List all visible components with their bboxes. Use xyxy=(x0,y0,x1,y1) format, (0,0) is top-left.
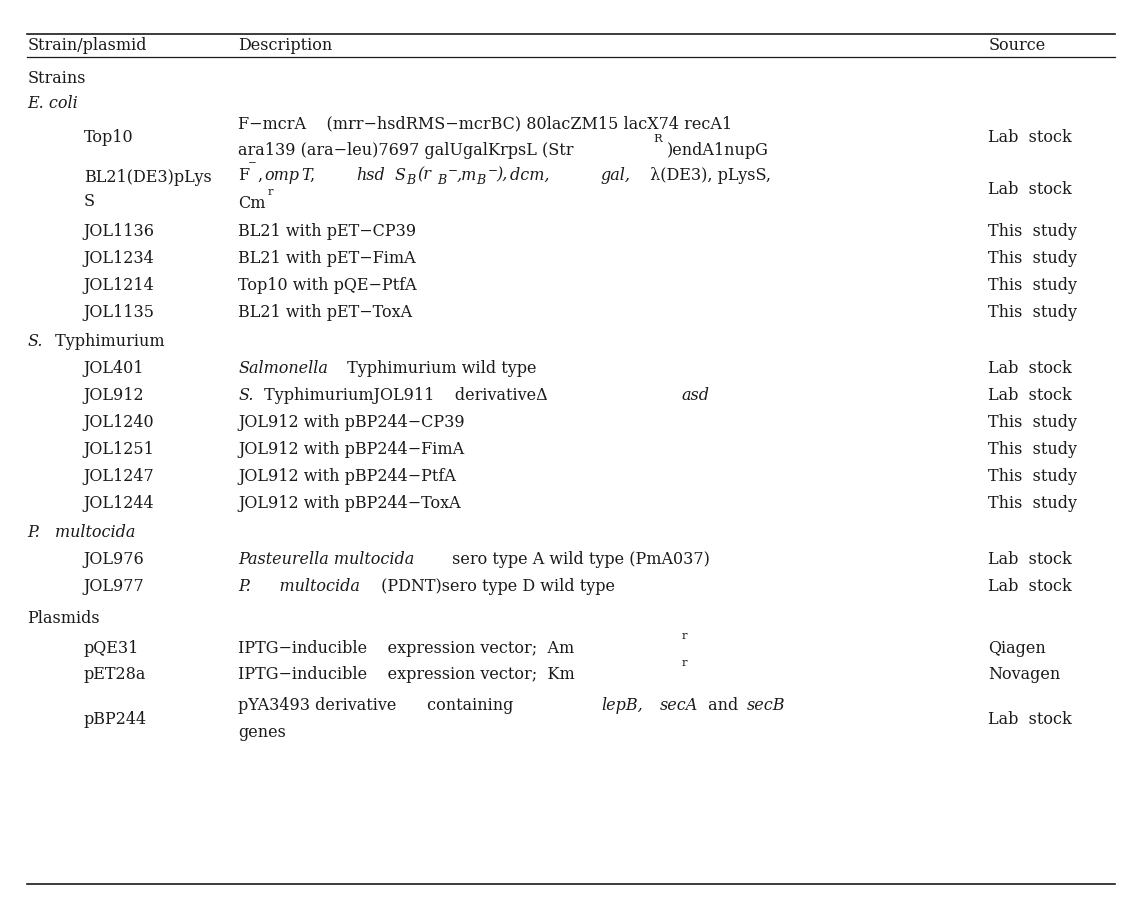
Text: ,: , xyxy=(311,166,346,184)
Text: This  study: This study xyxy=(989,304,1077,321)
Text: secB: secB xyxy=(747,697,786,714)
Text: Salmonella: Salmonella xyxy=(239,360,328,377)
Text: This  study: This study xyxy=(989,467,1077,485)
Text: )endA1nupG: )endA1nupG xyxy=(667,142,769,159)
Text: BL21 with pET−ToxA: BL21 with pET−ToxA xyxy=(239,304,412,321)
Text: JOL912 with pBP244−PtfA: JOL912 with pBP244−PtfA xyxy=(239,467,456,485)
Text: sero type A wild type (PmA037): sero type A wild type (PmA037) xyxy=(447,551,710,569)
Text: omp: omp xyxy=(264,166,299,184)
Text: JOL401: JOL401 xyxy=(83,360,144,377)
Text: Lab  stock: Lab stock xyxy=(989,387,1072,404)
Text: JOL977: JOL977 xyxy=(83,578,144,595)
Text: B: B xyxy=(436,174,445,187)
Text: Plasmids: Plasmids xyxy=(27,610,99,627)
Text: F−mcrA    (mrr−hsdRMS−mcrBC) 80lacZM15 lacX74 recA1: F−mcrA (mrr−hsdRMS−mcrBC) 80lacZM15 lacX… xyxy=(239,115,732,132)
Text: S.: S. xyxy=(27,333,42,350)
Text: B: B xyxy=(407,174,416,187)
Text: This  study: This study xyxy=(989,223,1077,240)
Text: JOL1247: JOL1247 xyxy=(83,467,154,485)
Text: −: − xyxy=(488,163,498,176)
Text: Description: Description xyxy=(239,37,332,54)
Text: Typhimurium: Typhimurium xyxy=(50,333,164,350)
Text: Strains: Strains xyxy=(27,70,86,88)
Text: ,m: ,m xyxy=(457,166,477,184)
Text: S.: S. xyxy=(239,387,254,404)
Text: P.: P. xyxy=(239,578,251,595)
Text: JOL1234: JOL1234 xyxy=(83,250,154,268)
Text: S: S xyxy=(395,166,407,184)
Text: Typhimurium wild type: Typhimurium wild type xyxy=(341,360,537,377)
Text: Pasteurella multocida: Pasteurella multocida xyxy=(239,551,415,569)
Text: JOL1136: JOL1136 xyxy=(83,223,154,240)
Text: asd: asd xyxy=(682,387,709,404)
Text: secA: secA xyxy=(660,697,699,714)
Text: JOL976: JOL976 xyxy=(83,551,144,569)
Text: ara139 (ara−leu)7697 galUgalKrpsL (Str: ara139 (ara−leu)7697 galUgalKrpsL (Str xyxy=(239,142,573,159)
Text: JOL1214: JOL1214 xyxy=(83,278,154,294)
Text: JOL912 with pBP244−CP39: JOL912 with pBP244−CP39 xyxy=(239,414,465,431)
Text: TyphimuriumJOL911    derivativeΔ: TyphimuriumJOL911 derivativeΔ xyxy=(258,387,547,404)
Text: Lab  stock: Lab stock xyxy=(989,578,1072,595)
Text: multocida: multocida xyxy=(258,578,360,595)
Text: F: F xyxy=(239,166,249,184)
Text: B: B xyxy=(476,174,485,187)
Text: and: and xyxy=(703,697,743,714)
Text: R: R xyxy=(653,133,662,143)
Text: λ(DE3), pLysS,: λ(DE3), pLysS, xyxy=(645,166,772,184)
Text: genes: genes xyxy=(239,724,287,741)
Text: r: r xyxy=(682,657,687,667)
Text: BL21 with pET−FimA: BL21 with pET−FimA xyxy=(239,250,416,268)
Text: pYA3493 derivative      containing: pYA3493 derivative containing xyxy=(239,697,518,714)
Text: JOL1251: JOL1251 xyxy=(83,441,154,457)
Text: S: S xyxy=(83,193,95,210)
Text: r: r xyxy=(682,631,687,641)
Text: lepB,: lepB, xyxy=(602,697,643,714)
Text: ,: , xyxy=(257,166,263,184)
Text: This  study: This study xyxy=(989,441,1077,457)
Text: Qiagen: Qiagen xyxy=(989,639,1046,656)
Text: r: r xyxy=(267,186,273,196)
Text: ),: ), xyxy=(497,166,508,184)
Text: gal,: gal, xyxy=(601,166,630,184)
Text: JOL1135: JOL1135 xyxy=(83,304,154,321)
Text: P.   multocida: P. multocida xyxy=(27,524,136,541)
Text: Top10: Top10 xyxy=(83,129,134,146)
Text: Lab  stock: Lab stock xyxy=(989,181,1072,198)
Text: Novagen: Novagen xyxy=(989,666,1061,684)
Text: Cm: Cm xyxy=(239,195,266,213)
Text: IPTG−inducible    expression vector;  Am: IPTG−inducible expression vector; Am xyxy=(239,639,574,656)
Text: BL21 with pET−CP39: BL21 with pET−CP39 xyxy=(239,223,417,240)
Text: pET28a: pET28a xyxy=(83,666,146,684)
Text: E. coli: E. coli xyxy=(27,95,78,111)
Text: This  study: This study xyxy=(989,250,1077,268)
Text: Strain/plasmid: Strain/plasmid xyxy=(27,37,147,54)
Text: This  study: This study xyxy=(989,414,1077,431)
Text: Lab  stock: Lab stock xyxy=(989,551,1072,569)
Text: −: − xyxy=(248,160,257,169)
Text: This  study: This study xyxy=(989,278,1077,294)
Text: hsd: hsd xyxy=(356,166,385,184)
Text: Lab  stock: Lab stock xyxy=(989,129,1072,146)
Text: dcm,: dcm, xyxy=(510,166,580,184)
Text: IPTG−inducible    expression vector;  Km: IPTG−inducible expression vector; Km xyxy=(239,666,574,684)
Text: −: − xyxy=(448,163,458,176)
Text: This  study: This study xyxy=(989,495,1077,512)
Text: Top10 with pQE−PtfA: Top10 with pQE−PtfA xyxy=(239,278,417,294)
Text: Lab  stock: Lab stock xyxy=(989,710,1072,728)
Text: JOL912 with pBP244−FimA: JOL912 with pBP244−FimA xyxy=(239,441,465,457)
Text: Lab  stock: Lab stock xyxy=(989,360,1072,377)
Text: JOL1240: JOL1240 xyxy=(83,414,154,431)
Text: Source: Source xyxy=(989,37,1046,54)
Text: T: T xyxy=(301,166,312,184)
Text: JOL912 with pBP244−ToxA: JOL912 with pBP244−ToxA xyxy=(239,495,461,512)
Text: JOL1244: JOL1244 xyxy=(83,495,154,512)
Text: (r: (r xyxy=(418,166,432,184)
Text: BL21(DE3)pLys: BL21(DE3)pLys xyxy=(83,169,211,186)
Text: (PDNT)sero type D wild type: (PDNT)sero type D wild type xyxy=(376,578,614,595)
Text: pQE31: pQE31 xyxy=(83,639,139,656)
Text: pBP244: pBP244 xyxy=(83,710,147,728)
Text: JOL912: JOL912 xyxy=(83,387,144,404)
